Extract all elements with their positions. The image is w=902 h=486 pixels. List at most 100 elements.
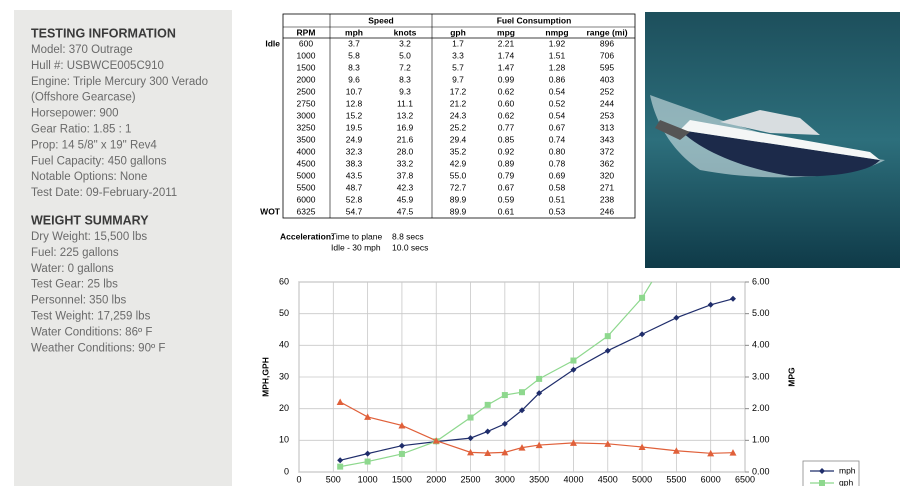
- table-cell: 10.7: [346, 86, 363, 96]
- table-cell: 21.6: [397, 134, 414, 144]
- point: [604, 440, 612, 447]
- section-title: WEIGHT SUMMARY: [31, 213, 149, 227]
- table-cell: 3.7: [348, 38, 360, 48]
- table-cell: 3250: [297, 122, 316, 132]
- point: [604, 347, 611, 354]
- table-cell: 0.52: [549, 98, 566, 108]
- table-cell: 19.5: [346, 122, 363, 132]
- y-axis-title: MPH,GPH: [260, 357, 270, 397]
- column-header: gph: [450, 27, 466, 37]
- table-cell: 0.67: [498, 182, 515, 192]
- x-tick-label: 4000: [563, 474, 583, 484]
- point: [336, 398, 344, 406]
- info-line: Hull #: USBWCE005C910: [31, 60, 164, 72]
- point: [337, 463, 344, 470]
- info-line: Prop: 14 5/8" x 19" Rev4: [31, 139, 157, 151]
- info-line: Test Gear: 25 lbs: [31, 279, 118, 291]
- table-cell: 28.0: [397, 146, 414, 156]
- y2-tick-label: 1.00: [752, 435, 770, 445]
- table-cell: 25.2: [450, 122, 467, 132]
- point: [518, 444, 526, 451]
- x-tick-label: 6500: [735, 474, 755, 484]
- column-header: RPM: [297, 27, 316, 37]
- table-cell: 16.9: [397, 122, 414, 132]
- info-line: Engine: Triple Mercury 300 Verado: [31, 76, 208, 88]
- table-cell: 8.3: [399, 74, 411, 84]
- column-header: knots: [394, 27, 417, 37]
- table-cell: 42.3: [397, 182, 414, 192]
- table-cell: 54.7: [346, 206, 363, 216]
- table-cell: 0.54: [549, 110, 566, 120]
- point: [570, 357, 577, 364]
- table-cell: 48.7: [346, 182, 363, 192]
- table-cell: 3000: [297, 110, 316, 120]
- table-cell: 2.21: [498, 38, 515, 48]
- table-cell: 8.3: [348, 62, 360, 72]
- y2-tick-label: 5.00: [752, 308, 770, 318]
- point: [536, 375, 543, 382]
- point: [364, 458, 371, 465]
- table-cell: 45.9: [397, 194, 414, 204]
- x-tick-label: 0: [296, 474, 301, 484]
- x-tick-label: 3500: [529, 474, 549, 484]
- table-cell: 313: [600, 122, 614, 132]
- y-tick-label: 0: [284, 466, 289, 476]
- point: [569, 439, 577, 446]
- x-tick-label: 1500: [392, 474, 412, 484]
- table-cell: 0.86: [549, 74, 566, 84]
- point: [604, 333, 611, 340]
- table-cell: 15.2: [346, 110, 363, 120]
- table-cell: 1500: [297, 62, 316, 72]
- point: [398, 450, 405, 457]
- table-cell: 5.0: [399, 50, 411, 60]
- table-cell: 1.51: [549, 50, 566, 60]
- y-tick-label: 50: [279, 308, 289, 318]
- table-cell: 4500: [297, 158, 316, 168]
- point: [707, 301, 714, 308]
- point: [638, 443, 646, 450]
- info-line: Notable Options: None: [31, 171, 147, 183]
- table-cell: 9.7: [452, 74, 464, 84]
- table-cell: 33.2: [397, 158, 414, 168]
- info-line: Fuel Capacity: 450 gallons: [31, 155, 167, 167]
- table-cell: 0.59: [498, 194, 515, 204]
- table-cell: 238: [600, 194, 614, 204]
- x-tick-label: 3000: [495, 474, 515, 484]
- info-line: Model: 370 Outrage: [31, 44, 133, 56]
- table-cell: 271: [600, 182, 614, 192]
- accel-label: Acceleration:: [280, 231, 334, 241]
- table-cell: 0.79: [498, 170, 515, 180]
- info-line: Test Date: 09-February-2011: [31, 187, 177, 199]
- table-cell: 0.99: [498, 74, 515, 84]
- x-tick-label: 6000: [701, 474, 721, 484]
- point: [467, 448, 475, 456]
- table-cell: 6000: [297, 194, 316, 204]
- table-cell: 9.3: [399, 86, 411, 96]
- point: [639, 294, 646, 301]
- section-title: TESTING INFORMATION: [31, 26, 176, 40]
- info-line: Dry Weight: 15,500 lbs: [31, 231, 147, 243]
- row-label: WOT: [260, 206, 281, 216]
- y-tick-label: 60: [279, 276, 289, 286]
- accel-cell: 8.8 secs: [392, 231, 424, 241]
- point: [467, 414, 474, 421]
- x-tick-label: 2000: [426, 474, 446, 484]
- table-cell: 0.62: [498, 86, 515, 96]
- y2-tick-label: 6.00: [752, 276, 770, 286]
- column-header: mph: [345, 27, 363, 37]
- table-cell: 5.7: [452, 62, 464, 72]
- point: [398, 421, 406, 429]
- y-tick-label: 30: [279, 371, 289, 381]
- point: [501, 392, 508, 399]
- legend-label: mph: [839, 465, 856, 475]
- x-tick-label: 500: [326, 474, 341, 484]
- table-cell: 4000: [297, 146, 316, 156]
- info-line: Personnel: 350 lbs: [31, 295, 127, 307]
- table-cell: 5000: [297, 170, 316, 180]
- x-tick-label: 4500: [598, 474, 618, 484]
- point: [519, 389, 525, 396]
- table-cell: 3.2: [399, 38, 411, 48]
- legend-box: [802, 460, 860, 486]
- table-cell: 89.9: [450, 194, 467, 204]
